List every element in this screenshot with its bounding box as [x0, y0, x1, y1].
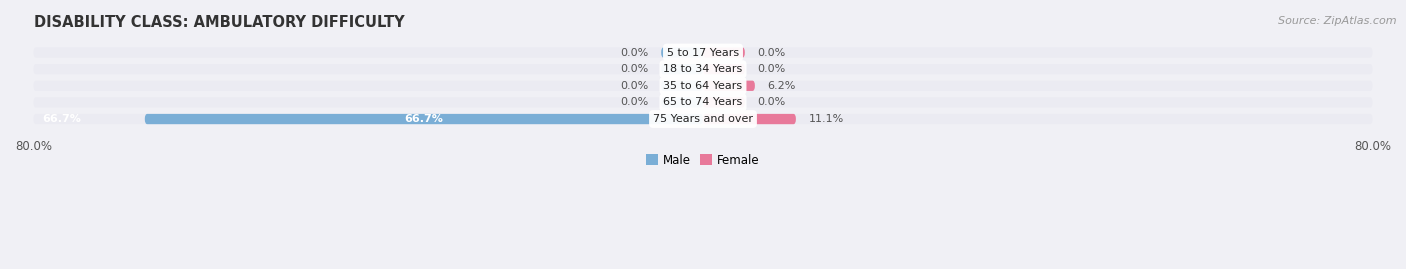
FancyBboxPatch shape — [145, 114, 703, 124]
Text: 0.0%: 0.0% — [758, 97, 786, 107]
Text: 5 to 17 Years: 5 to 17 Years — [666, 48, 740, 58]
FancyBboxPatch shape — [703, 64, 745, 74]
Text: 0.0%: 0.0% — [620, 97, 648, 107]
FancyBboxPatch shape — [661, 47, 703, 58]
FancyBboxPatch shape — [661, 64, 703, 74]
FancyBboxPatch shape — [661, 81, 703, 91]
FancyBboxPatch shape — [703, 47, 745, 58]
FancyBboxPatch shape — [703, 97, 745, 108]
Text: 66.7%: 66.7% — [405, 114, 443, 124]
Legend: Male, Female: Male, Female — [641, 149, 765, 171]
Text: 35 to 64 Years: 35 to 64 Years — [664, 81, 742, 91]
FancyBboxPatch shape — [34, 97, 1372, 108]
Text: 0.0%: 0.0% — [620, 81, 648, 91]
Text: 6.2%: 6.2% — [768, 81, 796, 91]
Text: 18 to 34 Years: 18 to 34 Years — [664, 64, 742, 74]
Text: 11.1%: 11.1% — [808, 114, 844, 124]
FancyBboxPatch shape — [34, 47, 1372, 58]
Text: 0.0%: 0.0% — [620, 48, 648, 58]
Text: Source: ZipAtlas.com: Source: ZipAtlas.com — [1278, 16, 1396, 26]
Text: 75 Years and over: 75 Years and over — [652, 114, 754, 124]
Text: 66.7%: 66.7% — [42, 114, 80, 124]
FancyBboxPatch shape — [34, 81, 1372, 91]
Text: 0.0%: 0.0% — [620, 64, 648, 74]
FancyBboxPatch shape — [703, 114, 796, 124]
FancyBboxPatch shape — [34, 64, 1372, 74]
FancyBboxPatch shape — [661, 97, 703, 108]
FancyBboxPatch shape — [703, 81, 755, 91]
Text: 0.0%: 0.0% — [758, 48, 786, 58]
Text: DISABILITY CLASS: AMBULATORY DIFFICULTY: DISABILITY CLASS: AMBULATORY DIFFICULTY — [34, 15, 404, 30]
Text: 65 to 74 Years: 65 to 74 Years — [664, 97, 742, 107]
FancyBboxPatch shape — [34, 114, 1372, 124]
Text: 0.0%: 0.0% — [758, 64, 786, 74]
